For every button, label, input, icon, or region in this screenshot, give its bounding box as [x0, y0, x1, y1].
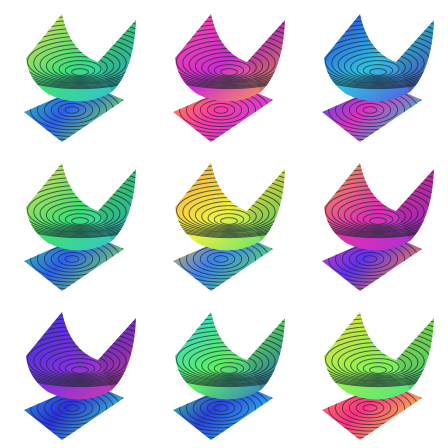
surface-contour: [52, 56, 108, 79]
surface-tile: [173, 163, 285, 291]
surface-contour: [194, 350, 264, 378]
surface-contour: [369, 366, 387, 374]
surface-shade: [247, 169, 285, 241]
surface-contour: [356, 60, 400, 78]
surface-contour: [71, 366, 89, 374]
surface-contour: [220, 366, 238, 374]
surface-contour: [201, 205, 257, 228]
surface-shade: [396, 20, 434, 92]
surface-shade: [247, 20, 285, 92]
surface-lines: [175, 164, 285, 239]
surface-contour: [207, 209, 251, 227]
surface-tile: [322, 14, 434, 142]
contour-line: [64, 255, 80, 263]
surface-lines: [26, 164, 136, 239]
surface-contour: [45, 350, 115, 378]
surface-shade: [98, 169, 136, 241]
surface-contour: [64, 362, 96, 375]
surface-contour: [220, 68, 238, 76]
contour-line: [57, 251, 87, 267]
surface-tile: [173, 312, 285, 440]
contour-line: [362, 255, 378, 263]
surface-contour: [350, 56, 406, 79]
surface-lines: [175, 15, 285, 90]
contour-line: [355, 102, 385, 118]
surface-shade: [396, 169, 434, 241]
surface-contour: [201, 354, 257, 377]
surface-contour: [362, 64, 394, 77]
surface-tile: [173, 14, 285, 142]
surface-contour: [362, 213, 394, 226]
surface-contour: [343, 52, 413, 80]
contour-line: [64, 106, 80, 114]
surface-contour: [58, 358, 102, 376]
surface-contour: [64, 213, 96, 226]
surface-contour: [71, 217, 89, 225]
surface-tile: [24, 14, 136, 142]
surface-contour: [71, 68, 89, 76]
contour-line: [57, 102, 87, 118]
surface-contour: [201, 56, 257, 79]
surface-shade: [247, 318, 285, 390]
surface-tile: [24, 163, 136, 291]
surface-shade: [396, 318, 434, 390]
surface-contour: [52, 354, 108, 377]
surface-contour: [213, 64, 245, 77]
surface-tile: [322, 312, 434, 440]
contour-line: [362, 404, 378, 412]
surface-contour: [356, 209, 400, 227]
surface-contour: [194, 52, 264, 80]
surface-contour: [213, 362, 245, 375]
contour-line: [206, 251, 236, 267]
surface-contour: [362, 362, 394, 375]
surface-contour: [343, 201, 413, 229]
surface-tile: [24, 312, 136, 440]
contour-line: [213, 106, 229, 114]
surface-contour: [52, 205, 108, 228]
contour-line: [213, 255, 229, 263]
surface-contour: [350, 354, 406, 377]
surface-shade: [98, 20, 136, 92]
contour-line: [57, 400, 87, 416]
surface-contour: [220, 217, 238, 225]
contour-line: [206, 102, 236, 118]
surface-contour: [194, 201, 264, 229]
surface-contour: [213, 213, 245, 226]
contour-line: [64, 404, 80, 412]
surface-contour: [64, 64, 96, 77]
surface-contour: [45, 201, 115, 229]
contour-line: [355, 251, 385, 267]
surface-lines: [26, 313, 136, 388]
surface-shade: [98, 318, 136, 390]
surface-contour: [369, 68, 387, 76]
surface-contour: [207, 60, 251, 78]
contour-line: [355, 400, 385, 416]
surface-tile: [322, 163, 434, 291]
surface-contour: [58, 209, 102, 227]
surface-contour: [343, 350, 413, 378]
contour-line: [213, 404, 229, 412]
surface-contour: [356, 358, 400, 376]
surface-lines: [175, 313, 285, 388]
contour-line: [206, 400, 236, 416]
surface-contour: [350, 205, 406, 228]
contour-line: [362, 106, 378, 114]
surface-lines: [26, 15, 136, 90]
surface-contour: [58, 60, 102, 78]
surface-contour: [207, 358, 251, 376]
surface-contour: [45, 52, 115, 80]
surface-contour: [369, 217, 387, 225]
